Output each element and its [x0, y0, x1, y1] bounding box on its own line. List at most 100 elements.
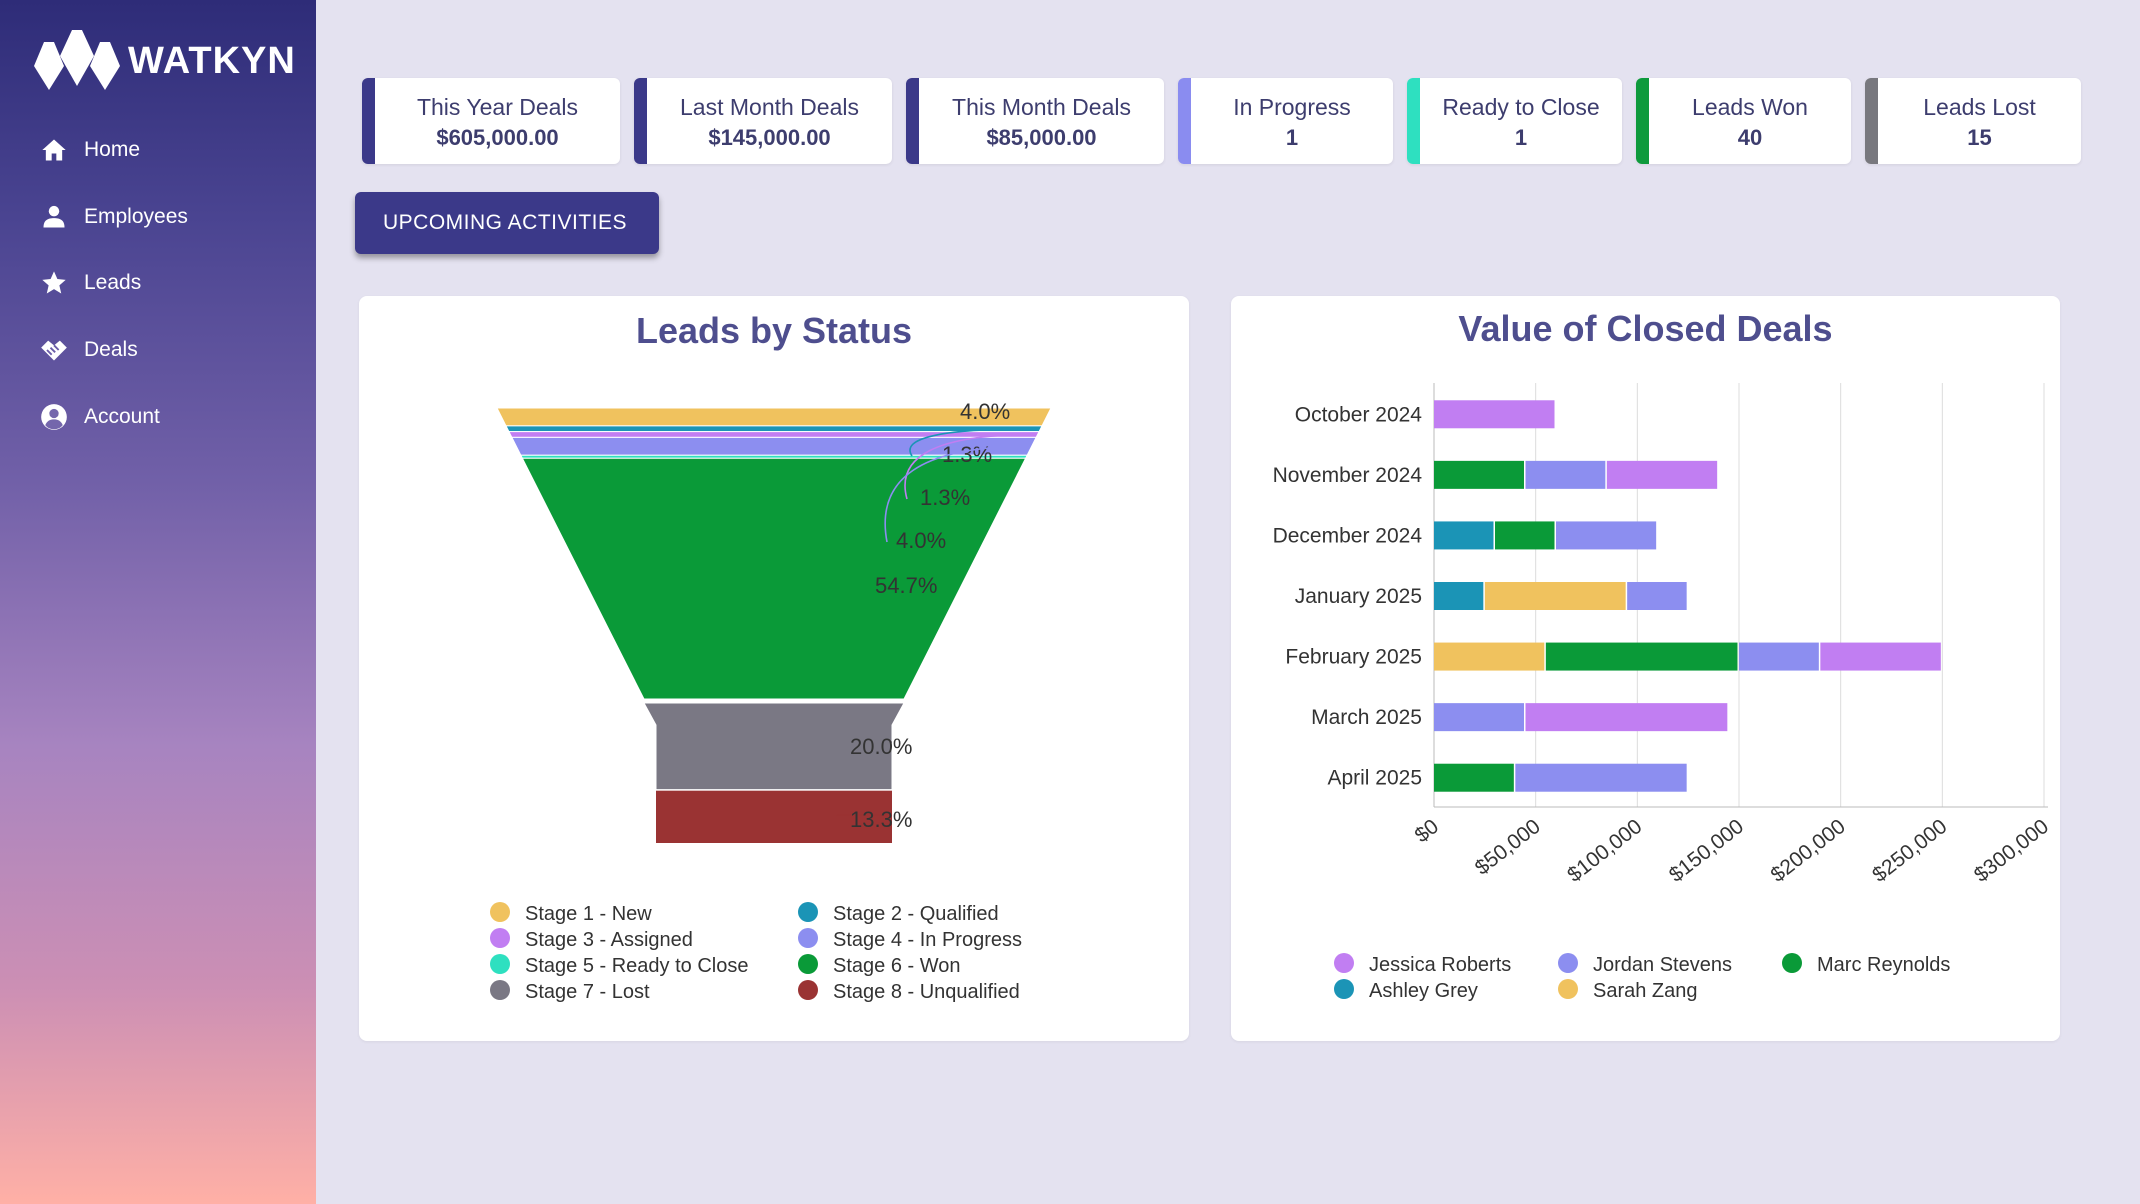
y-tick-label: April 2025 — [1327, 767, 1422, 790]
legend-swatch — [1782, 953, 1802, 973]
x-tick-label: $300,000 — [1970, 815, 2053, 887]
stat-label: Leads Lost — [1923, 94, 2036, 120]
stat-label: This Month Deals — [952, 94, 1131, 120]
legend-label: Sarah Zang — [1593, 980, 1698, 1002]
y-tick-label: February 2025 — [1285, 646, 1422, 669]
logo: WATKYN — [32, 26, 296, 96]
nav-employees[interactable]: Employees — [40, 203, 188, 231]
legend-label: Jordan Stevens — [1593, 954, 1732, 976]
legend-label: Ashley Grey — [1369, 980, 1478, 1002]
x-tick-label: $50,000 — [1471, 815, 1545, 880]
legend-swatch — [490, 980, 510, 1000]
stat-label: This Year Deals — [416, 94, 579, 120]
handshake-icon — [41, 340, 67, 361]
y-tick-label: March 2025 — [1311, 706, 1422, 729]
funnel-segment — [521, 457, 1027, 700]
stat-card-accent — [906, 78, 919, 164]
nav-home[interactable]: Home — [40, 136, 140, 164]
legend-label: Stage 2 - Qualified — [833, 903, 999, 925]
funnel-leader-line — [884, 445, 1028, 543]
legend-swatch — [1334, 979, 1354, 999]
stat-card-in-progress: In Progress 1 — [1178, 78, 1393, 164]
y-tick-label: December 2024 — [1273, 524, 1423, 547]
stat-label: Ready to Close — [1442, 94, 1600, 120]
nav-account-label: Account — [84, 405, 160, 428]
legend-swatch — [798, 902, 818, 922]
logo-icon — [34, 30, 120, 90]
leads-by-status-chart: 4.0%1.3%1.3%4.0%54.7%20.0%13.3%Stage 1 -… — [490, 399, 1052, 1003]
funnel-data-label: 13.3% — [850, 807, 912, 832]
nav-leads-label: Leads — [84, 271, 142, 294]
stat-value: 40 — [1737, 125, 1763, 150]
legend-label: Stage 7 - Lost — [525, 981, 650, 1003]
user-icon — [43, 205, 65, 228]
stat-card-accent — [362, 78, 375, 164]
bar-segment — [1434, 642, 1545, 671]
bar-segment — [1434, 703, 1524, 732]
nav-employees-label: Employees — [84, 205, 188, 228]
stat-card-ready-to-close: Ready to Close 1 — [1407, 78, 1622, 164]
y-tick-label: October 2024 — [1295, 403, 1423, 426]
legend-swatch — [1558, 953, 1578, 973]
funnel-segment — [656, 790, 892, 843]
star-icon — [42, 271, 66, 294]
bar-segment — [1434, 582, 1484, 610]
sidebar: WATKYN Home Employees Leads Deals Accoun… — [0, 0, 316, 1204]
stat-card-accent — [1865, 78, 1878, 164]
stat-value: 15 — [1967, 125, 1992, 150]
funnel-data-label: 1.3% — [920, 485, 970, 510]
stat-card-accent — [1178, 78, 1191, 164]
y-tick-label: January 2025 — [1295, 585, 1422, 608]
x-tick-label: $0 — [1411, 815, 1444, 848]
nav-leads[interactable]: Leads — [40, 269, 141, 297]
legend-label: Stage 3 - Assigned — [525, 929, 693, 951]
legend-swatch — [1334, 953, 1354, 973]
legend-swatch — [490, 954, 510, 974]
bar-segment — [1556, 521, 1657, 550]
legend-swatch — [490, 902, 510, 922]
legend-label: Stage 6 - Won — [833, 955, 960, 977]
stat-card-last-month-deals: Last Month Deals $145,000.00 — [634, 78, 892, 164]
stat-value: $85,000.00 — [986, 125, 1097, 150]
stat-card-leads-won: Leads Won 40 — [1636, 78, 1851, 164]
legend-swatch — [1558, 979, 1578, 999]
stat-card-accent — [1407, 78, 1420, 164]
legend-label: Marc Reynolds — [1817, 954, 1950, 976]
y-tick-label: November 2024 — [1273, 464, 1423, 487]
funnel-chart-title: Leads by Status — [635, 310, 913, 351]
account-circle-icon — [41, 404, 67, 430]
bar-chart-title: Value of Closed Deals — [1458, 308, 1833, 349]
stat-label: Leads Won — [1692, 94, 1808, 120]
nav-deals[interactable]: Deals — [40, 336, 138, 364]
value-of-closed-deals-chart: October 2024 November 2024 December 2024 Ja… — [1273, 383, 2053, 1002]
value-of-closed-deals-panel: Value of Closed Deals October 2024 Novemb… — [1231, 296, 2060, 1041]
nav-home-label: Home — [84, 138, 141, 161]
stat-value: 1 — [1514, 125, 1528, 150]
bar-segment — [1495, 521, 1555, 550]
leads-by-status-panel: Leads by Status 4.0% 1.3% 1.3% 4.0% 54.7% 20.… — [359, 296, 1189, 1041]
bar-segment — [1515, 763, 1687, 792]
stat-value: $145,000.00 — [708, 125, 831, 150]
funnel-data-label: 4.0% — [896, 528, 946, 553]
bar-segment — [1434, 400, 1555, 429]
stat-card-leads-lost: Leads Lost 15 — [1865, 78, 2081, 164]
bar-segment — [1820, 642, 1941, 671]
upcoming-activities-button[interactable]: UPCOMING ACTIVITIES — [355, 192, 659, 254]
funnel-data-label: 4.0% — [960, 399, 1010, 424]
funnel-segment — [643, 702, 905, 791]
bar-segment — [1434, 521, 1494, 550]
brand-name: WATKYN — [128, 39, 296, 82]
bar-segment — [1739, 642, 1819, 671]
bar-segment — [1525, 703, 1728, 732]
stat-value: 1 — [1285, 125, 1299, 150]
stat-card-this-year-deals: This Year Deals $605,000.00 — [362, 78, 620, 164]
funnel-data-label: 20.0% — [850, 734, 912, 759]
stat-value: $605,000.00 — [436, 125, 559, 150]
funnel-leader-line — [904, 433, 1034, 500]
legend-label: Stage 5 - Ready to Close — [525, 955, 748, 977]
bar-segment — [1434, 763, 1514, 792]
bar-segment — [1606, 460, 1718, 489]
stat-card-this-month-deals: This Month Deals $85,000.00 — [906, 78, 1164, 164]
stat-card-accent — [634, 78, 647, 164]
nav-account[interactable]: Account — [40, 403, 160, 431]
